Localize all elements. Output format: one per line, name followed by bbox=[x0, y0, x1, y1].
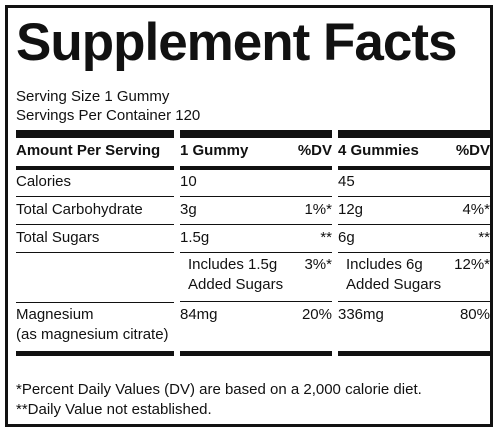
table-row: Total Sugars 1.5g ** 6g ** bbox=[16, 224, 490, 253]
header-amount: Amount Per Serving bbox=[16, 142, 174, 170]
serving-size: Serving Size 1 Gummy bbox=[16, 88, 170, 105]
calories-1: 10 bbox=[180, 172, 197, 190]
magnesium-dv-4: 80% bbox=[459, 306, 490, 323]
added-sugars-dv-4: 12%* bbox=[454, 256, 490, 273]
sugars-dv-1: ** bbox=[320, 229, 332, 246]
supplement-facts-panel: Supplement Facts Serving Size 1 Gummy Se… bbox=[5, 5, 493, 427]
magnesium-4: 336mg bbox=[338, 306, 384, 323]
table-row: Includes 1.5g Added Sugars 3%* Includes … bbox=[16, 252, 490, 303]
header-4-gummies: 4 Gummies bbox=[338, 142, 419, 159]
footnotes: *Percent Daily Values (DV) are based on … bbox=[16, 380, 422, 420]
added-sugars-dv-1: 3%* bbox=[304, 256, 332, 273]
row-label-sugars: Total Sugars bbox=[16, 224, 174, 253]
row-label-carbohydrate: Total Carbohydrate bbox=[16, 196, 174, 225]
calories-4: 45 bbox=[338, 172, 355, 190]
footnote-not-established: **Daily Value not established. bbox=[16, 401, 212, 418]
sugars-1: 1.5g bbox=[180, 229, 210, 246]
servings-per-container: Servings Per Container 120 bbox=[16, 107, 201, 124]
sugars-dv-4: ** bbox=[478, 229, 490, 246]
table-row: Magnesium (as magnesium citrate) 84mg 20… bbox=[16, 302, 490, 356]
table-header-row: Amount Per Serving 1 Gummy %DV 4 Gummies… bbox=[16, 142, 490, 170]
sugars-4: 6g bbox=[338, 229, 355, 246]
added-sugars-4-line2: Added Sugars bbox=[346, 276, 442, 293]
table-row: Calories 10 45 bbox=[16, 168, 490, 197]
added-sugars-1-line1: Includes 1.5g bbox=[188, 256, 278, 273]
nutrient-table: Amount Per Serving 1 Gummy %DV 4 Gummies… bbox=[16, 130, 490, 356]
header-dv-2: %DV bbox=[455, 142, 490, 159]
row-label-magnesium: Magnesium bbox=[16, 306, 94, 323]
carb-4: 12g bbox=[338, 201, 364, 218]
magnesium-dv-1: 20% bbox=[301, 306, 332, 323]
header-dv-1: %DV bbox=[297, 142, 332, 159]
footnote-dv: *Percent Daily Values (DV) are based on … bbox=[16, 381, 422, 398]
carb-dv-4: 4%* bbox=[462, 201, 490, 218]
table-row: Total Carbohydrate 3g 1%* 12g 4%* bbox=[16, 196, 490, 225]
row-label-magnesium-form: (as magnesium citrate) bbox=[16, 326, 169, 343]
magnesium-1: 84mg bbox=[180, 306, 218, 323]
carb-1: 3g bbox=[180, 201, 197, 218]
row-label-calories: Calories bbox=[16, 168, 174, 197]
added-sugars-1-line2: Added Sugars bbox=[188, 276, 284, 293]
carb-dv-1: 1%* bbox=[304, 201, 332, 218]
panel-title: Supplement Facts bbox=[16, 13, 457, 72]
row-label-added-sugars bbox=[16, 252, 174, 303]
header-1-gummy: 1 Gummy bbox=[180, 142, 249, 159]
added-sugars-4-line1: Includes 6g bbox=[346, 256, 423, 273]
